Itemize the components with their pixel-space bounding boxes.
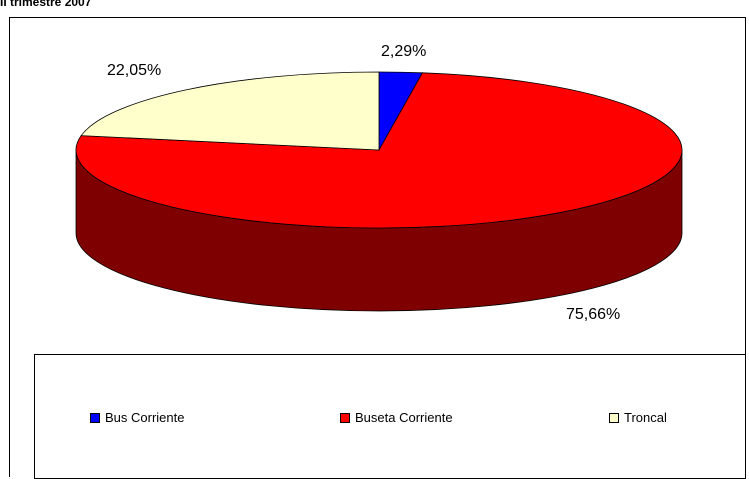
pie-slice-buseta-corriente [75,72,683,229]
legend-swatch-bus-corriente [90,412,100,423]
legend-label-buseta-corriente: Buseta Corriente [355,410,453,425]
plot-area-frame [9,17,746,477]
legend-swatch-troncal [609,412,619,423]
legend-label-bus-corriente: Bus Corriente [105,410,185,425]
legend-item-bus-corriente: Bus Corriente [90,410,184,425]
data-label-buseta-corriente: 75,66% [566,306,621,323]
data-label-bus-corriente: 2,29% [381,43,427,60]
legend-label-troncal: Troncal [624,410,667,425]
legend-item-buseta-corriente: Buseta Corriente [340,410,453,425]
legend-swatch-buseta-corriente [340,412,350,423]
pie-slice-troncal [80,71,380,151]
legend: Bus Corriente Buseta Corriente Troncal [34,354,746,479]
legend-item-troncal: Troncal [609,410,667,425]
chart-title: II trimestre 2007 [0,0,92,9]
data-label-troncal: 22,05% [107,62,162,79]
